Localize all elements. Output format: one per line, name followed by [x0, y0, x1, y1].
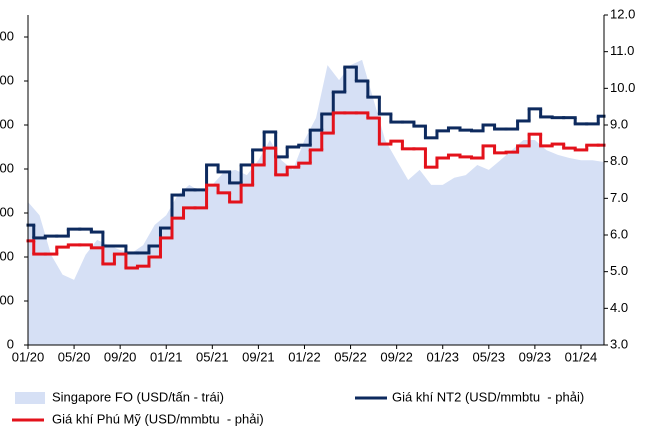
y2-tick-label: 5.0 — [610, 263, 628, 278]
legend-label: Giá khí NT2 (USD/mmbtu - phải) — [392, 389, 584, 404]
y2-tick-label: 10.0 — [610, 80, 635, 95]
x-tick-label: 09/20 — [104, 349, 137, 364]
y-tick-label: 600 — [0, 72, 14, 87]
legend-swatch — [15, 392, 45, 404]
y2-tick-label: 3.0 — [610, 336, 628, 351]
x-tick-label: 09/21 — [242, 349, 275, 364]
legend-label: Singapore FO (USD/tấn - trái) — [52, 389, 224, 404]
x-tick-label: 01/24 — [565, 349, 598, 364]
y2-tick-label: 7.0 — [610, 190, 628, 205]
x-tick-label: 01/23 — [426, 349, 459, 364]
x-tick-label: 09/23 — [519, 349, 552, 364]
x-tick-label: 05/21 — [196, 349, 229, 364]
step-line — [26, 65, 606, 255]
y2-tick-label: 8.0 — [610, 153, 628, 168]
step-line — [26, 111, 606, 270]
y2-tick-label: 12.0 — [610, 6, 635, 21]
y2-tick-label: 6.0 — [610, 226, 628, 241]
y-tick-label: 500 — [0, 116, 14, 131]
y2-tick-label: 4.0 — [610, 300, 628, 315]
legend-label: Giá khí Phú Mỹ (USD/mmbtu - phải) — [52, 411, 264, 426]
y2-tick-label: 9.0 — [610, 116, 628, 131]
x-tick-label: 09/22 — [380, 349, 413, 364]
x-tick-label: 01/22 — [288, 349, 321, 364]
x-tick-label: 05/20 — [58, 349, 91, 364]
x-tick-label: 05/23 — [473, 349, 506, 364]
area — [28, 59, 604, 345]
x-tick-label: 01/21 — [150, 349, 183, 364]
y-tick-label: 700 — [0, 28, 14, 43]
y-tick-label: 400 — [0, 160, 14, 175]
x-tick-label: 05/22 — [334, 349, 367, 364]
y-tick-label: 300 — [0, 204, 14, 219]
y-tick-label: 0 — [7, 336, 14, 351]
x-tick-label: 01/20 — [12, 349, 45, 364]
y-tick-label: 100 — [0, 292, 14, 307]
y-tick-label: 200 — [0, 248, 14, 263]
y2-tick-label: 11.0 — [610, 43, 634, 58]
